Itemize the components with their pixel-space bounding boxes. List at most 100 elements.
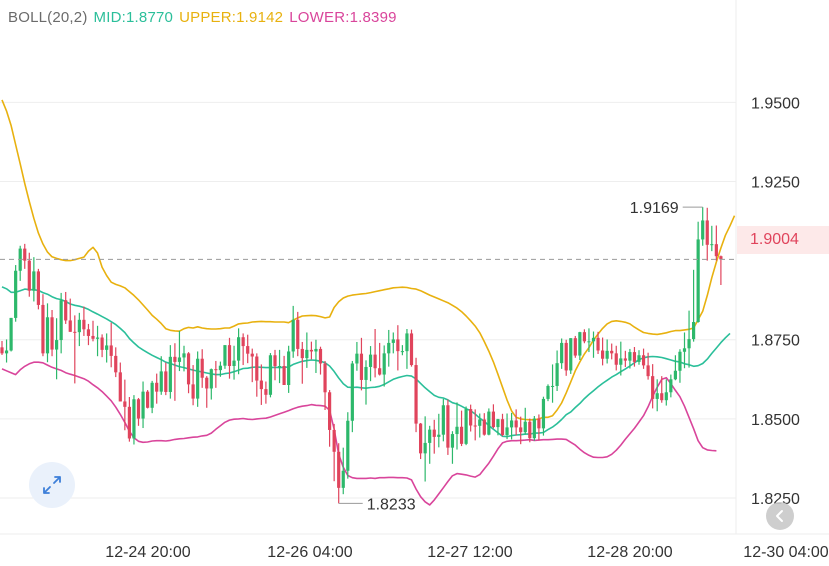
- candle-body: [641, 355, 646, 366]
- candle-body: [296, 319, 300, 349]
- candle-body: [450, 434, 455, 448]
- candle-body: [368, 354, 373, 367]
- y-tick-label: 1.9500: [751, 95, 800, 112]
- candle-body: [32, 271, 36, 291]
- candle-body: [628, 352, 632, 361]
- candle-body: [419, 423, 423, 454]
- candle-body: [359, 353, 364, 380]
- candle-body: [173, 356, 177, 362]
- candle-body: [500, 419, 505, 435]
- legend-indicator: BOLL(20,2): [8, 9, 88, 26]
- candle-body: [155, 382, 159, 392]
- candle-body: [136, 399, 141, 419]
- candle-body: [669, 379, 673, 393]
- candle-body: [309, 349, 313, 352]
- candle-body: [118, 372, 122, 402]
- x-tick-label: 12-24 20:00: [105, 544, 191, 561]
- candle-body: [414, 365, 418, 424]
- candle-body: [601, 350, 605, 359]
- candle-body: [678, 351, 682, 371]
- candle-body: [23, 248, 27, 261]
- candle-body: [546, 385, 550, 399]
- candle-body: [314, 348, 318, 352]
- candle-body: [350, 363, 354, 421]
- candle-body: [591, 337, 596, 342]
- candle-body: [200, 358, 204, 378]
- grid-lines: [0, 0, 829, 535]
- x-tick-label: 12-30 04:00: [743, 544, 829, 561]
- candle-body: [77, 319, 81, 333]
- candle-body: [45, 317, 50, 354]
- candle-body: [209, 369, 213, 389]
- candle-body: [396, 339, 400, 352]
- candle-body: [432, 429, 436, 437]
- y-tick-label: 1.9250: [751, 175, 800, 192]
- candle-body: [191, 384, 195, 399]
- candle-body: [637, 355, 641, 362]
- candle-body: [541, 398, 546, 429]
- candle-body: [205, 377, 209, 389]
- candle-body: [223, 345, 227, 366]
- candle-body: [337, 451, 341, 488]
- candle-body: [692, 322, 696, 340]
- candle-body: [95, 337, 100, 339]
- legend-mid: MID:1.8770: [93, 9, 174, 26]
- candle-body: [532, 418, 536, 439]
- candle-body: [159, 371, 163, 392]
- candle-body: [141, 391, 145, 419]
- candle-body: [91, 335, 95, 339]
- candle-body: [109, 345, 113, 356]
- candle-body: [578, 332, 582, 356]
- candle-body: [459, 426, 464, 444]
- candle-body: [259, 380, 263, 390]
- candle-body: [186, 353, 191, 385]
- candle-body: [560, 342, 564, 364]
- candle-body: [664, 392, 668, 401]
- band-line-upper: [1, 99, 736, 421]
- candle-body: [400, 351, 404, 353]
- candle-body: [514, 420, 518, 428]
- candle-body: [441, 405, 445, 435]
- legend-lower: LOWER:1.8399: [289, 9, 397, 26]
- candle-body: [82, 319, 86, 330]
- candle-body: [105, 345, 109, 350]
- scroll-left-button[interactable]: [766, 502, 794, 530]
- candle-body: [569, 338, 573, 371]
- candle-body: [364, 366, 368, 380]
- candle-body: [705, 220, 709, 245]
- candle-body: [423, 442, 427, 454]
- candle-body: [469, 409, 473, 426]
- candle-body: [300, 348, 304, 359]
- y-tick-label: 1.8750: [751, 333, 800, 350]
- candle-body: [114, 355, 118, 373]
- candle-body: [250, 353, 254, 357]
- high-annotation: 1.9169: [630, 200, 679, 217]
- candle-body: [27, 260, 31, 291]
- candle-body: [614, 353, 618, 365]
- candle-body: [100, 337, 104, 350]
- candle-body: [405, 333, 409, 352]
- candle-body: [619, 358, 623, 365]
- candle-body: [378, 368, 382, 375]
- candle-body: [227, 345, 232, 367]
- candle-body: [528, 421, 532, 439]
- candle-body: [232, 360, 236, 367]
- candle-body: [632, 352, 637, 362]
- candle-body: [496, 419, 500, 428]
- zoom-button[interactable]: [29, 462, 75, 508]
- candle-body: [473, 425, 477, 427]
- candle-body: [127, 406, 131, 439]
- candle-body: [64, 300, 68, 321]
- candle-body: [132, 399, 136, 439]
- x-tick-label: 12-27 12:00: [427, 544, 513, 561]
- candle-body: [196, 358, 200, 399]
- candle-body: [687, 339, 691, 349]
- candle-body: [0, 347, 4, 354]
- legend-upper: UPPER:1.9142: [179, 9, 284, 26]
- candle-body: [491, 411, 495, 428]
- candle-body: [523, 421, 527, 433]
- candle-body: [582, 332, 586, 342]
- candle-body: [682, 348, 687, 352]
